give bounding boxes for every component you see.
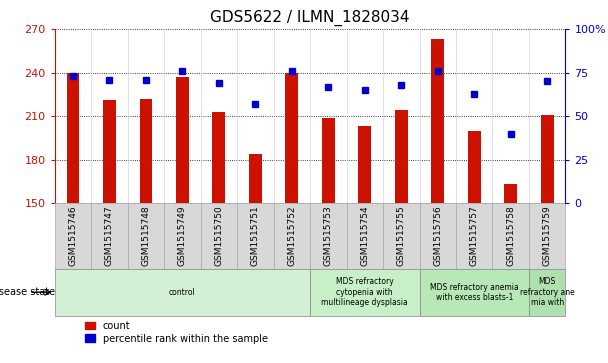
- Text: MDS refractory
cytopenia with
multilineage dysplasia: MDS refractory cytopenia with multilinea…: [322, 277, 408, 307]
- Bar: [322, 118, 334, 203]
- Text: GSM1515752: GSM1515752: [288, 205, 296, 266]
- Text: disease state: disease state: [0, 287, 55, 297]
- Text: GSM1515759: GSM1515759: [543, 205, 551, 266]
- Text: MDS refractory anemia
with excess blasts-1: MDS refractory anemia with excess blasts…: [430, 282, 519, 302]
- FancyBboxPatch shape: [164, 203, 201, 269]
- Bar: [395, 110, 407, 203]
- Text: GSM1515748: GSM1515748: [142, 205, 150, 266]
- Bar: [541, 115, 553, 203]
- FancyBboxPatch shape: [91, 203, 128, 269]
- FancyBboxPatch shape: [420, 203, 456, 269]
- FancyBboxPatch shape: [420, 269, 529, 316]
- FancyBboxPatch shape: [128, 203, 164, 269]
- FancyBboxPatch shape: [529, 203, 565, 269]
- Bar: [431, 39, 444, 203]
- FancyBboxPatch shape: [55, 203, 91, 269]
- Text: GSM1515747: GSM1515747: [105, 205, 114, 266]
- Bar: [468, 131, 480, 203]
- Text: GSM1515753: GSM1515753: [324, 205, 333, 266]
- Legend: count, percentile rank within the sample: count, percentile rank within the sample: [85, 321, 268, 344]
- Text: MDS
refractory ane
mia with: MDS refractory ane mia with: [520, 277, 575, 307]
- Bar: [212, 112, 225, 203]
- Bar: [285, 73, 298, 203]
- Text: GSM1515755: GSM1515755: [397, 205, 406, 266]
- FancyBboxPatch shape: [274, 203, 310, 269]
- Text: control: control: [169, 288, 196, 297]
- FancyBboxPatch shape: [492, 203, 529, 269]
- FancyBboxPatch shape: [310, 203, 347, 269]
- FancyBboxPatch shape: [55, 269, 310, 316]
- Bar: [504, 184, 517, 203]
- Text: GSM1515757: GSM1515757: [470, 205, 478, 266]
- Text: GSM1515746: GSM1515746: [69, 205, 77, 266]
- FancyBboxPatch shape: [201, 203, 237, 269]
- FancyBboxPatch shape: [237, 203, 274, 269]
- Text: GSM1515756: GSM1515756: [434, 205, 442, 266]
- Bar: [249, 154, 261, 203]
- FancyBboxPatch shape: [310, 269, 420, 316]
- Text: GSM1515750: GSM1515750: [215, 205, 223, 266]
- FancyBboxPatch shape: [529, 269, 565, 316]
- Bar: [358, 126, 371, 203]
- FancyBboxPatch shape: [383, 203, 420, 269]
- Bar: [66, 73, 79, 203]
- Text: GSM1515754: GSM1515754: [361, 205, 369, 266]
- Bar: [139, 99, 152, 203]
- Bar: [176, 77, 188, 203]
- Text: GSM1515749: GSM1515749: [178, 205, 187, 266]
- Title: GDS5622 / ILMN_1828034: GDS5622 / ILMN_1828034: [210, 10, 410, 26]
- FancyBboxPatch shape: [347, 203, 383, 269]
- Text: GSM1515758: GSM1515758: [506, 205, 515, 266]
- Bar: [103, 100, 116, 203]
- FancyBboxPatch shape: [456, 203, 492, 269]
- Text: GSM1515751: GSM1515751: [251, 205, 260, 266]
